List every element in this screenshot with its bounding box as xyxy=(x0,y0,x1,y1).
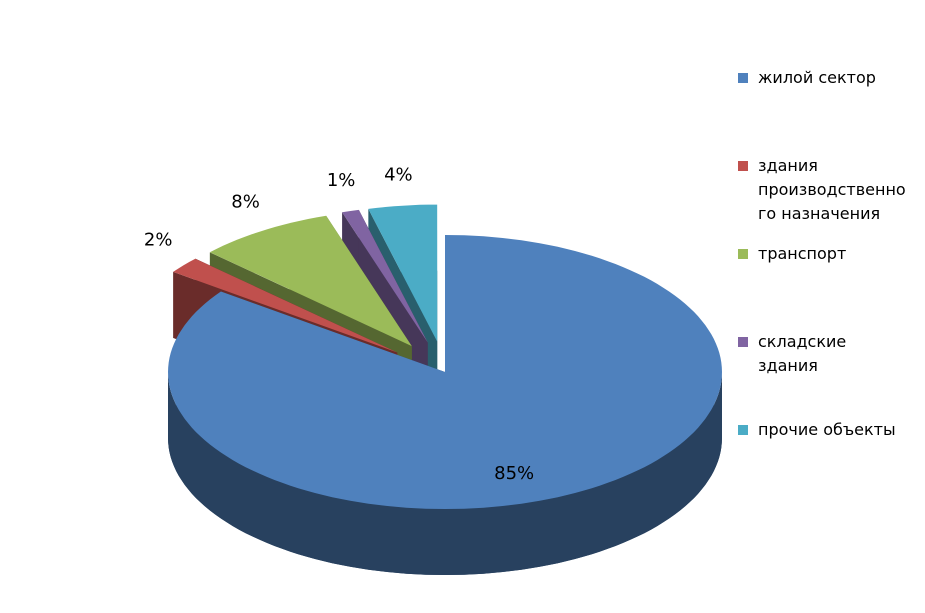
legend-swatch xyxy=(738,337,748,347)
legend-swatch xyxy=(738,73,748,83)
legend-item: здания производственного назначения xyxy=(738,154,908,226)
legend-swatch xyxy=(738,249,748,259)
slice-top xyxy=(342,209,428,343)
legend-item: складские здания xyxy=(738,330,908,378)
legend-label: жилой сектор xyxy=(758,68,876,87)
legend-label: транспорт xyxy=(758,244,847,263)
legend-item: прочие объекты xyxy=(738,418,908,442)
legend-swatch xyxy=(738,161,748,171)
legend-label: складские здания xyxy=(758,332,847,375)
legend-label: прочие объекты xyxy=(758,420,896,439)
legend-swatch xyxy=(738,425,748,435)
slice-top xyxy=(173,258,398,353)
data-label: 1% xyxy=(327,170,356,191)
slice-top xyxy=(209,215,412,347)
legend-item: жилой сектор xyxy=(738,66,908,90)
data-label: 85% xyxy=(494,463,534,484)
slice xyxy=(168,235,722,575)
data-label: 4% xyxy=(384,164,413,185)
data-label: 2% xyxy=(144,230,173,251)
legend-item: транспорт xyxy=(738,242,908,266)
legend-label: здания производственного назначения xyxy=(758,156,906,223)
data-label: 8% xyxy=(231,192,260,213)
slice-top xyxy=(168,235,722,509)
slice-wall xyxy=(168,372,722,575)
slice-top xyxy=(368,204,438,342)
